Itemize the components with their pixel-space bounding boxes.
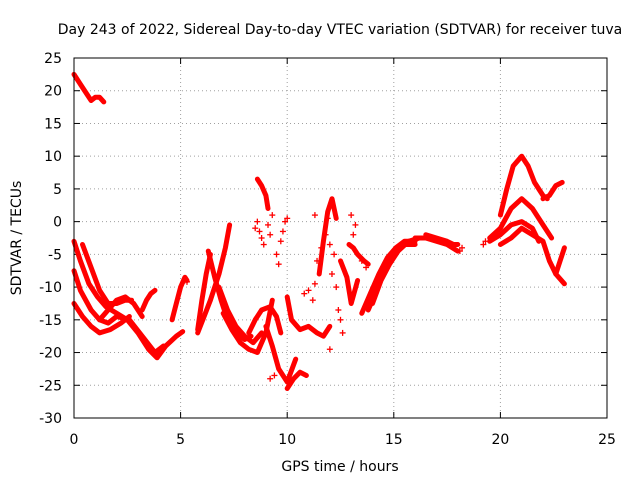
data-point <box>265 221 272 228</box>
x-tick-label: 10 <box>278 432 296 448</box>
data-point <box>271 372 278 379</box>
y-axis-label: SDTVAR / TECUs <box>9 181 25 296</box>
data-point <box>284 215 291 222</box>
plot-area <box>71 71 567 391</box>
series-track-g <box>139 287 158 313</box>
data-point <box>282 218 289 225</box>
series-track-f <box>97 294 145 323</box>
series-track-p <box>263 323 299 385</box>
y-tick-label: -15 <box>39 313 62 329</box>
series-track-i <box>195 251 213 333</box>
grid-lines <box>73 57 608 419</box>
axis-ticks: 0 5 10 15 20 25 -30 -25 -20 -15 -10 -5 0 5 10 15 20 25 <box>39 51 616 448</box>
data-point <box>275 261 282 268</box>
data-point <box>277 238 284 245</box>
series-track-ac <box>540 179 565 202</box>
series-track-o <box>254 176 271 211</box>
data-point <box>480 241 487 248</box>
y-tick-label: 15 <box>44 116 62 132</box>
x-axis-label: GPS time / hours <box>281 459 398 475</box>
series-track-x <box>370 235 422 306</box>
y-tick-label: -30 <box>39 411 62 427</box>
y-tick-label: -20 <box>39 346 62 362</box>
data-point <box>352 221 359 228</box>
series-track-v <box>359 238 418 316</box>
data-point <box>314 257 321 264</box>
data-point <box>363 264 370 271</box>
y-tick-label: 5 <box>53 182 62 198</box>
y-tick-label: 0 <box>53 215 62 231</box>
data-point <box>328 271 335 277</box>
y-tick-label: -5 <box>48 247 62 263</box>
series-track-n <box>246 304 284 336</box>
series-track-d <box>71 301 132 336</box>
data-point <box>335 307 342 313</box>
series-track-r <box>284 294 333 339</box>
y-tick-label: -10 <box>39 280 62 296</box>
data-point <box>318 244 325 251</box>
data-point <box>252 225 259 232</box>
data-point <box>183 278 190 285</box>
series-track-af <box>553 245 567 277</box>
data-point <box>269 212 276 219</box>
x-tick-label: 25 <box>598 432 616 448</box>
x-tick-label: 15 <box>385 432 403 448</box>
data-point <box>309 297 316 304</box>
data-point <box>358 257 365 264</box>
series-track-q <box>284 369 309 391</box>
series-track-e <box>80 242 135 306</box>
chart-title: Day 243 of 2022, Sidereal Day-to-day VTE… <box>58 22 622 38</box>
data-point <box>324 215 331 222</box>
plot-frame <box>73 57 608 419</box>
x-tick-label: 20 <box>491 432 509 448</box>
series-track-y <box>412 235 461 254</box>
series-track-aa <box>487 219 542 244</box>
data-point <box>311 212 318 219</box>
data-point <box>326 346 333 353</box>
x-tick-label: 0 <box>70 432 79 448</box>
data-point <box>482 238 489 245</box>
data-point <box>273 251 280 258</box>
data-point <box>337 316 344 323</box>
series-track-t <box>338 258 361 306</box>
y-tick-label: 25 <box>44 51 62 67</box>
series-track-ad <box>487 196 555 241</box>
data-point <box>256 228 263 235</box>
data-point <box>365 297 372 304</box>
data-point <box>311 280 318 287</box>
x-tick-label: 5 <box>176 432 185 448</box>
series-track-ab <box>497 153 550 218</box>
data-point <box>322 231 329 238</box>
data-point <box>333 284 340 291</box>
data-point <box>260 241 267 248</box>
y-tick-label: 10 <box>44 149 62 165</box>
data-point <box>326 241 333 248</box>
data-point <box>456 248 463 255</box>
data-point <box>267 231 274 238</box>
series-track-k <box>195 222 233 336</box>
series-track-z <box>423 232 461 247</box>
y-tick-label: -25 <box>39 378 62 394</box>
series-track-a <box>71 71 107 105</box>
data-point <box>258 235 265 241</box>
data-point <box>279 228 286 235</box>
series-track-l <box>216 284 265 346</box>
y-tick-label: 20 <box>44 84 62 100</box>
data-point <box>305 287 312 294</box>
data-point <box>331 251 338 258</box>
data-point <box>348 212 355 219</box>
data-point <box>267 375 274 382</box>
series-track-u <box>346 242 371 267</box>
series-track-c <box>71 268 166 355</box>
data-point <box>301 290 308 297</box>
data-point <box>339 329 346 336</box>
series-track-h <box>169 274 190 323</box>
data-point <box>350 231 357 238</box>
data-point <box>459 244 466 251</box>
series-track-s <box>316 196 339 277</box>
data-point <box>254 218 261 225</box>
